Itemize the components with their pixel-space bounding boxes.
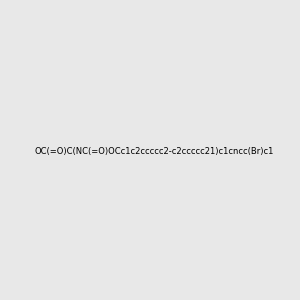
Text: OC(=O)C(NC(=O)OCc1c2ccccc2-c2ccccc21)c1cncc(Br)c1: OC(=O)C(NC(=O)OCc1c2ccccc2-c2ccccc21)c1c… (34, 147, 273, 156)
